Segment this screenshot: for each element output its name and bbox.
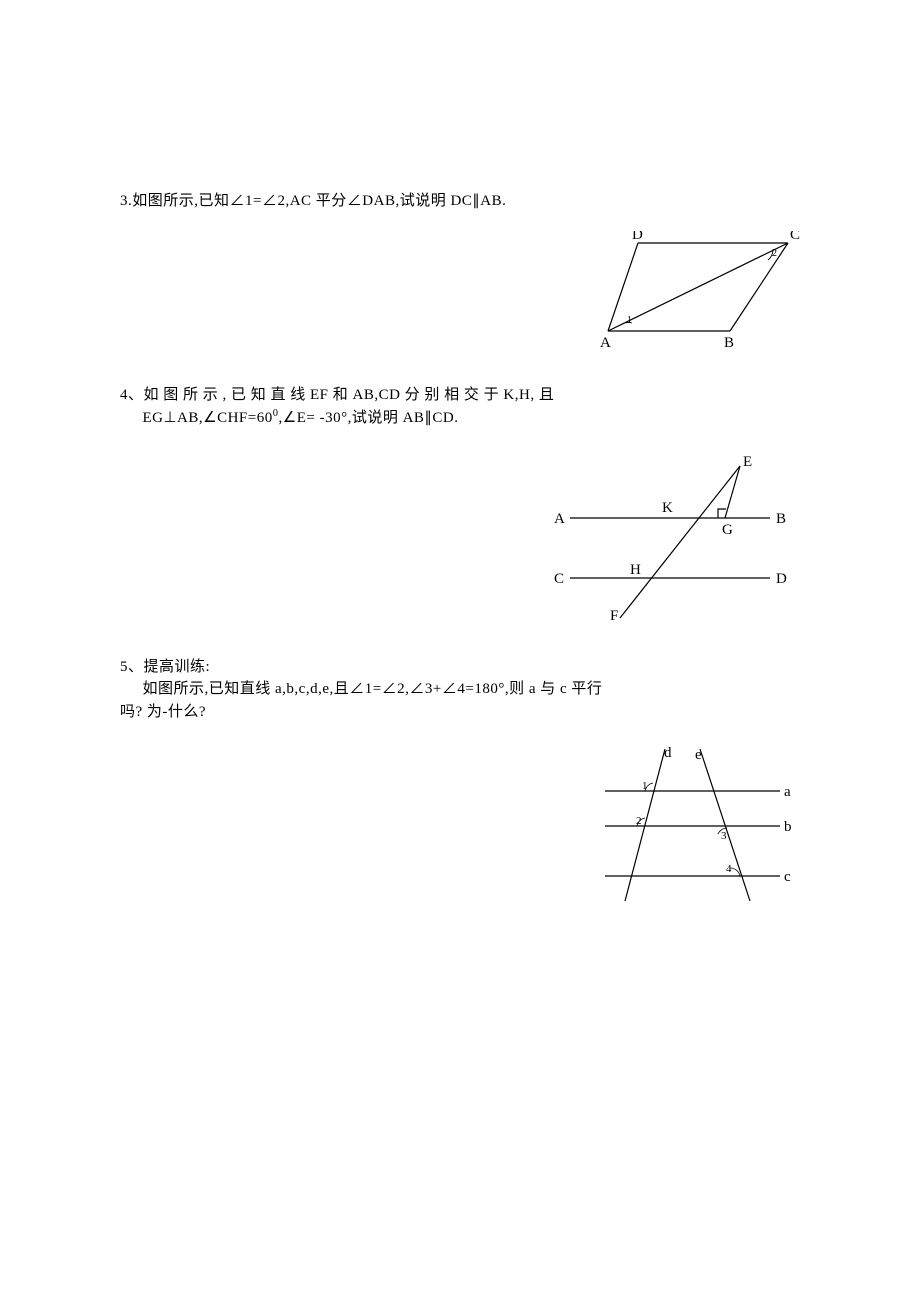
label-E4: E xyxy=(743,454,752,470)
label-c5: c xyxy=(784,869,791,885)
problem-3-figure: D C A B 1 2 xyxy=(120,231,800,356)
problem-4: 4、如 图 所 示 , 已 知 直 线 EF 和 AB,CD 分 别 相 交 于… xyxy=(120,384,800,628)
label-F4: F xyxy=(610,608,618,623)
label-A: A xyxy=(600,335,611,351)
figure-5-svg: a b c d e 1 2 3 4 xyxy=(590,741,800,911)
label-B4: B xyxy=(776,511,786,527)
label-a5: a xyxy=(784,784,791,800)
problem-4-line2-wrap: EG⊥AB,∠CHF=600,∠E= -30°,试说明 AB∥CD. xyxy=(120,406,800,430)
label-4-5: 4 xyxy=(726,863,732,875)
problem-4-figure: A B C D E F G H K xyxy=(120,448,800,628)
label-1-5: 1 xyxy=(642,780,648,792)
problem-5-figure: a b c d e 1 2 3 4 xyxy=(120,741,800,916)
label-angle-1: 1 xyxy=(627,315,632,326)
label-d5: d xyxy=(664,745,672,761)
problem-5-text: 5、提高训练: 如图所示,已知直线 a,b,c,d,e,且∠1=∠2,∠3+∠4… xyxy=(120,656,800,724)
label-H4: H xyxy=(630,562,641,578)
label-C4: C xyxy=(554,571,564,587)
problem-4-line1: 4、如 图 所 示 , 已 知 直 线 EF 和 AB,CD 分 别 相 交 于… xyxy=(120,384,800,407)
label-e5: e xyxy=(695,747,702,763)
problem-4-line2a: EG⊥AB,∠CHF=60 xyxy=(143,410,273,426)
problem-5: 5、提高训练: 如图所示,已知直线 a,b,c,d,e,且∠1=∠2,∠3+∠4… xyxy=(120,656,800,917)
problem-4-text: 4、如 图 所 示 , 已 知 直 线 EF 和 AB,CD 分 别 相 交 于… xyxy=(120,384,800,430)
label-D4: D xyxy=(776,571,787,587)
label-G4: G xyxy=(722,522,733,538)
problem-3: 3.如图所示,已知∠1=∠2,AC 平分∠DAB,试说明 DC∥AB. D C … xyxy=(120,190,800,356)
problem-3-text: 3.如图所示,已知∠1=∠2,AC 平分∠DAB,试说明 DC∥AB. xyxy=(120,190,800,213)
label-K4: K xyxy=(662,500,673,516)
label-B: B xyxy=(724,335,734,351)
problem-5-heading: 5、提高训练: xyxy=(120,656,800,679)
label-A4: A xyxy=(554,511,565,527)
figure-3-svg: D C A B 1 2 xyxy=(600,231,800,351)
problem-5-line1-wrap: 如图所示,已知直线 a,b,c,d,e,且∠1=∠2,∠3+∠4=180°,则 … xyxy=(120,678,800,701)
figure-4-svg: A B C D E F G H K xyxy=(540,448,800,623)
label-D: D xyxy=(632,231,643,243)
problem-5-line1: 如图所示,已知直线 a,b,c,d,e,且∠1=∠2,∠3+∠4=180°,则 … xyxy=(143,681,603,697)
label-b5: b xyxy=(784,819,792,835)
problem-5-line2: 吗? 为-什么? xyxy=(120,701,800,724)
label-3-5: 3 xyxy=(721,830,727,842)
problem-3-body: 3.如图所示,已知∠1=∠2,AC 平分∠DAB,试说明 DC∥AB. xyxy=(120,193,506,209)
problem-4-line2b: ,∠E= -30°,试说明 AB∥CD. xyxy=(279,410,459,426)
label-C: C xyxy=(790,231,800,243)
